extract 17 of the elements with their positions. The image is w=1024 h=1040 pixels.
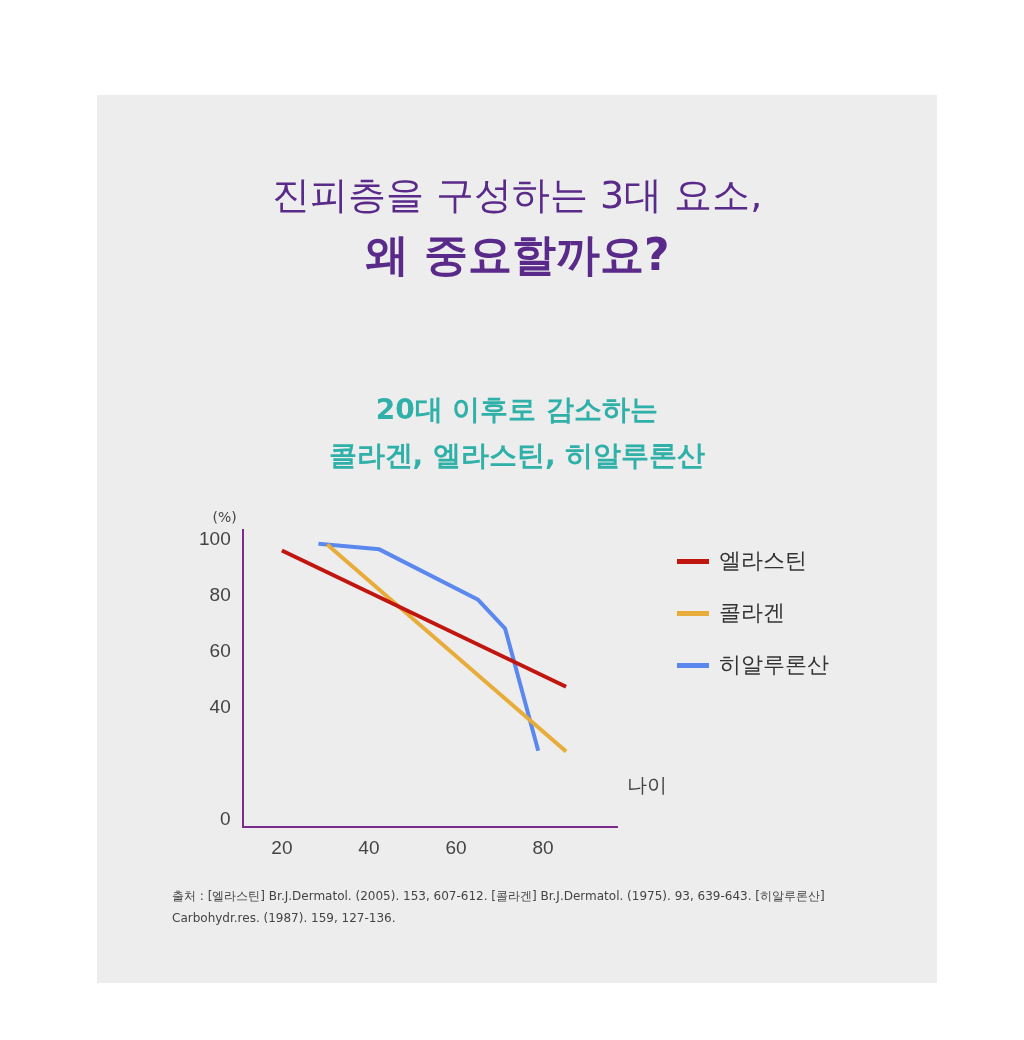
legend-label: 콜라겐	[719, 599, 785, 627]
y-tick-label: 60	[209, 640, 231, 662]
y-tick-label: 0	[220, 808, 231, 830]
chart-title: 진피층을 구성하는 3대 요소, 왜 중요할까요?	[270, 172, 764, 282]
x-tick-label: 40	[358, 836, 380, 858]
x-tick-label: 80	[532, 836, 554, 858]
y-tick-label: 100	[199, 528, 231, 550]
x-tick-label: 60	[445, 836, 467, 858]
chart-subtitle: 20대 이후로 감소하는 콜라겐, 엘라스틴, 히알루론산	[327, 392, 707, 474]
x-axis-title: 나이	[627, 773, 667, 798]
x-tick-label: 20	[271, 836, 293, 858]
y-tick-label: 80	[209, 584, 231, 606]
legend-label: 엘라스틴	[719, 547, 807, 575]
legend-label: 히알루론산	[719, 651, 829, 679]
y-tick-label: 40	[209, 696, 231, 718]
source-note: 출처 : [엘라스틴] Br.J.Dermatol. (2005). 153, 607-612. [콜라겐] Br.J.Dermatol. (1975). 93, 639-643. [히알루론산] Carbohydr.res. (1987). 159, 127-136.	[172, 888, 826, 927]
y-axis-title: (%)	[212, 509, 237, 525]
